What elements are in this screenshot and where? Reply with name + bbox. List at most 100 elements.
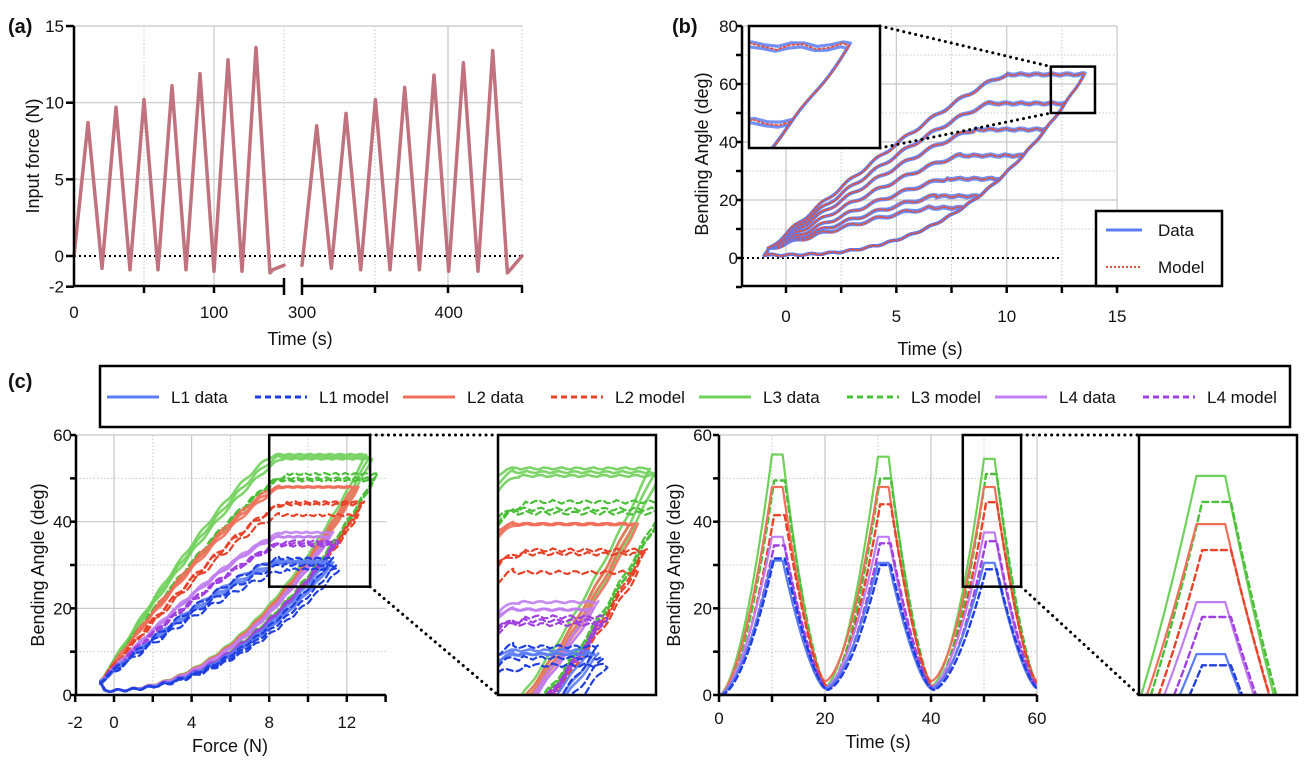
cr-inset-l3-model [1149, 500, 1278, 695]
cr-inset-connector [1019, 585, 1141, 697]
b-inset-connector [878, 24, 1053, 69]
cl-x-tick-label: 0 [109, 713, 118, 732]
cr-x-tick-label: 20 [816, 709, 835, 728]
panel-c-label: (c) [8, 371, 32, 393]
cl-inset-l3-data [498, 466, 652, 695]
b-y-tick-label: 0 [729, 249, 738, 268]
cr-inset-l2-data [1145, 523, 1271, 695]
cr-l4-data [717, 531, 1037, 697]
cr-y-tick-label: 0 [703, 686, 712, 705]
cl-inset-l1-model [498, 654, 604, 695]
a-y-tick-label: 10 [45, 94, 64, 113]
cr-l3-data [717, 453, 1037, 697]
b-inset-connector [878, 111, 1053, 150]
cr-l2-data [717, 485, 1037, 697]
cl-inset-l1-model [498, 641, 600, 695]
cl-inset-plot [498, 466, 656, 695]
legend-c-label-l3-data: L3 data [763, 388, 820, 407]
cr-y-tick-label: 60 [693, 426, 712, 445]
b-x-tick-label: 0 [781, 307, 790, 326]
cl-l1-model [99, 567, 341, 693]
panel-a-label: (a) [8, 16, 32, 38]
legend-c-label-l4-model: L4 model [1207, 388, 1277, 407]
cl-inset-l3-model [498, 499, 656, 695]
b-zoom-box [1049, 65, 1097, 115]
cr-l1-model [719, 557, 1038, 697]
b-y-tick-label: 80 [719, 17, 738, 36]
a-y-tick-label: -2 [49, 278, 64, 297]
b-x-axis-title: Time (s) [897, 339, 962, 359]
cl-y-tick-label: 60 [53, 426, 72, 445]
a-x-axis-title: Time (s) [267, 329, 332, 349]
cr-l2-model [719, 501, 1038, 697]
cr-inset-l3-data [1140, 474, 1275, 695]
legend-data-label: Data [1158, 221, 1194, 240]
legend-c-label-l3-model: L3 model [911, 388, 981, 407]
cr-y-tick-label: 20 [693, 599, 712, 618]
cr-inset-plot [1140, 474, 1278, 695]
cr-x-tick-label: 40 [922, 709, 941, 728]
cl-inset-l1-data [498, 648, 591, 695]
legend-c-label-l1-data: L1 data [171, 388, 228, 407]
legend-c-label-l4-data: L4 data [1059, 388, 1116, 407]
cr-x-tick-label: 60 [1028, 709, 1047, 728]
cr-zoom-box [961, 433, 1023, 588]
cr-inset-frame [1137, 433, 1299, 697]
a-y-tick-label: 0 [55, 247, 64, 266]
cl-inset-connector [368, 585, 500, 697]
legend-c: L1 data L1 model L2 data L2 model L3 data L3 … [98, 364, 1292, 429]
cr-l1-data [717, 559, 1037, 697]
cl-inset-l1-model [498, 662, 609, 695]
cl-y-tick-label: 20 [53, 599, 72, 618]
cr-inset-l4-data [1163, 601, 1255, 695]
cr-inset-l1-data [1178, 653, 1242, 695]
cr-y-tick-label: 40 [693, 513, 712, 532]
a-force-series-1 [72, 45, 286, 275]
a-x-tick-label: 0 [69, 303, 78, 322]
b-x-tick-label: 10 [997, 307, 1016, 326]
cr-inset-l2-model [1157, 548, 1271, 695]
legend-b: Data Model [1094, 209, 1224, 288]
panel-b-label: (b) [672, 16, 698, 38]
a-y-axis-title: Input force (N) [23, 98, 43, 213]
a-y-tick-label: 5 [55, 170, 64, 189]
cl-x-tick-label: 12 [337, 713, 356, 732]
b-y-tick-label: 40 [719, 133, 738, 152]
cl-x-tick-label: -2 [68, 713, 83, 732]
cl-x-tick-label: 4 [187, 713, 196, 732]
cl-inset-l4-model [498, 619, 600, 695]
cr-inset-l4-model [1172, 615, 1258, 695]
a-x-tick-label: 300 [288, 303, 316, 322]
cl-y-tick-label: 40 [53, 513, 72, 532]
c-left-x-axis-title: Force (N) [192, 736, 268, 756]
legend-c-label-l2-model: L2 model [615, 388, 685, 407]
cr-x-tick-label: 0 [714, 709, 723, 728]
c-left-y-axis-title: Bending Angle (deg) [28, 483, 48, 646]
legend-c-label-l1-model: L1 model [319, 388, 389, 407]
b-model-loop [763, 72, 1086, 257]
b-x-tick-label: 5 [892, 307, 901, 326]
cl-inset-l4-data [498, 599, 600, 695]
cl-x-tick-label: 8 [264, 713, 273, 732]
b-y-tick-label: 20 [719, 191, 738, 210]
cl-inset-frame [496, 433, 658, 697]
b-y-tick-label: 60 [719, 75, 738, 94]
legend-model-label: Model [1158, 258, 1204, 277]
cl-zoom-box [267, 433, 372, 588]
legend-c-label-l2-data: L2 data [467, 388, 524, 407]
a-y-tick-label: 15 [45, 17, 64, 36]
cr-l4-model [719, 540, 1038, 697]
cl-inset-l1-data [498, 651, 600, 695]
b-y-axis-title: Bending Angle (deg) [692, 72, 712, 235]
b-inset-plot [749, 40, 853, 148]
c-right-y-axis-title: Bending Angle (deg) [664, 483, 684, 646]
cr-inset-l1-model [1188, 664, 1244, 695]
b-x-tick-label: 15 [1108, 307, 1127, 326]
a-force-series-2 [300, 48, 524, 275]
legend-b-box [1094, 209, 1224, 288]
a-x-tick-label: 400 [435, 303, 463, 322]
cl-y-tick-label: 0 [63, 686, 72, 705]
c-right-x-axis-title: Time (s) [845, 732, 910, 752]
a-x-tick-label: 100 [200, 303, 228, 322]
